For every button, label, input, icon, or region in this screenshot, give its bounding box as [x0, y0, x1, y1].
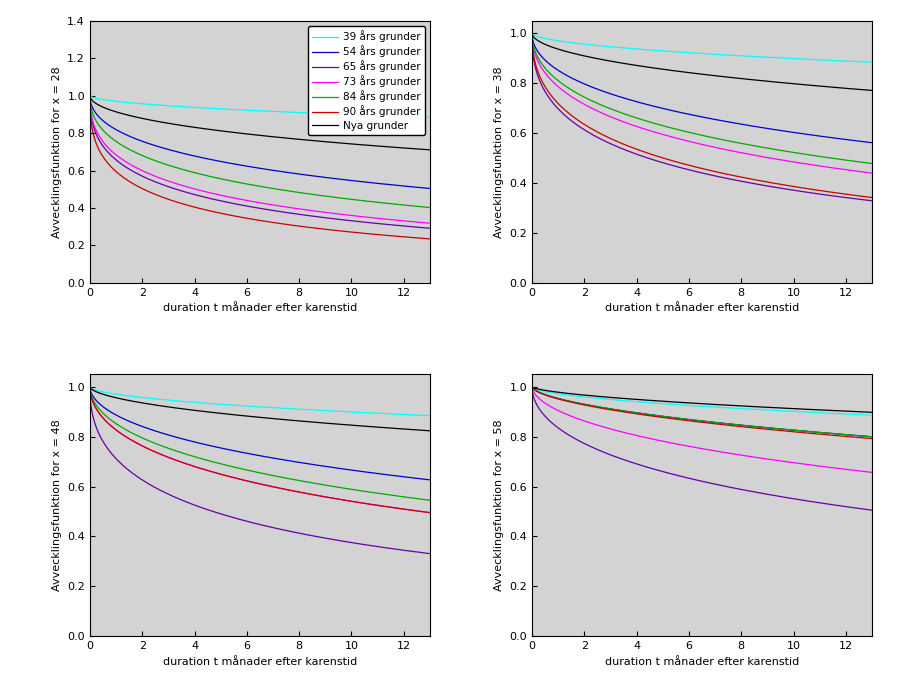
X-axis label: duration t månader efter karenstid: duration t månader efter karenstid: [605, 656, 799, 667]
Y-axis label: Avvecklingsfunktion for x = 38: Avvecklingsfunktion for x = 38: [494, 66, 503, 238]
X-axis label: duration t månader efter karenstid: duration t månader efter karenstid: [163, 656, 357, 667]
Y-axis label: Avvecklingsfunktion for x = 58: Avvecklingsfunktion for x = 58: [494, 419, 503, 591]
X-axis label: duration t månader efter karenstid: duration t månader efter karenstid: [163, 303, 357, 313]
X-axis label: duration t månader efter karenstid: duration t månader efter karenstid: [605, 303, 799, 313]
Y-axis label: Avvecklingsfunktion for x = 48: Avvecklingsfunktion for x = 48: [52, 419, 62, 591]
Legend: 39 års grunder, 54 års grunder, 65 års grunder, 73 års grunder, 84 års grunder, : 39 års grunder, 54 års grunder, 65 års g…: [307, 26, 424, 135]
Y-axis label: Avvecklingsfunktion for x = 28: Avvecklingsfunktion for x = 28: [52, 66, 62, 238]
